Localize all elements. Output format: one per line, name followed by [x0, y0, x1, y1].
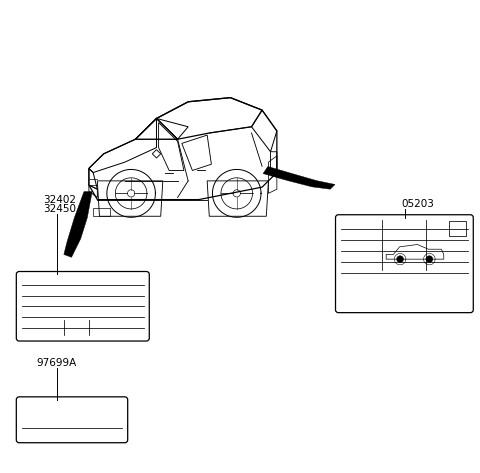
Polygon shape	[152, 149, 161, 158]
Text: 05203: 05203	[401, 199, 434, 209]
Polygon shape	[64, 192, 92, 257]
Text: 97699A: 97699A	[36, 358, 76, 368]
Polygon shape	[263, 166, 335, 189]
Circle shape	[396, 256, 404, 263]
Text: 32450: 32450	[43, 204, 76, 214]
Bar	[449, 221, 466, 236]
Text: 32402: 32402	[43, 195, 76, 205]
Circle shape	[426, 256, 433, 263]
